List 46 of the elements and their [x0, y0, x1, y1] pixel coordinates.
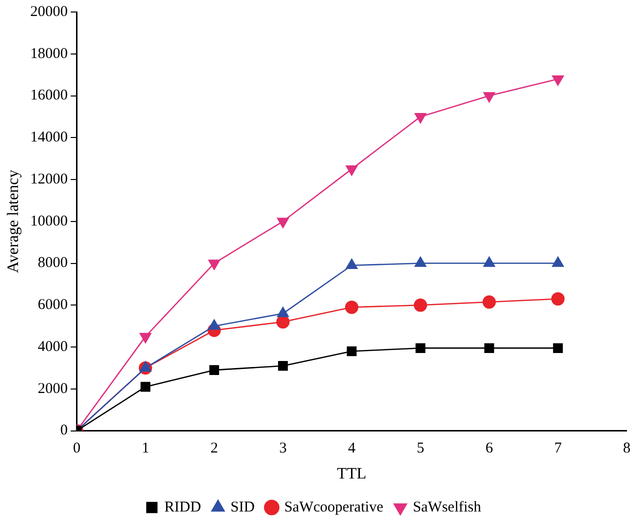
y-tick-label: 20000 [30, 4, 68, 20]
y-tick-label: 12000 [30, 171, 68, 188]
point [346, 346, 357, 356]
point [484, 343, 494, 353]
legend-label: SaWselfish [412, 499, 482, 516]
x-tick-label: 2 [210, 440, 218, 457]
y-tick-label: 14000 [30, 130, 68, 146]
point [140, 332, 152, 344]
x-tick-label: 3 [279, 440, 287, 457]
point [209, 365, 220, 375]
point [483, 92, 496, 102]
x-tick-label: 6 [485, 440, 494, 457]
y-axis-title: Average latency [4, 170, 22, 273]
legend-label: SID [230, 499, 255, 516]
x-axis-title: TTL [337, 466, 366, 483]
y-tick-label: 8000 [38, 255, 68, 272]
point [414, 298, 428, 312]
legend-label: SaWcooperative [284, 499, 384, 516]
y-tick-label: 6000 [38, 297, 68, 314]
point [552, 75, 564, 86]
x-tick-label: 5 [416, 440, 424, 457]
x-tick-label: 7 [554, 440, 562, 457]
y-tick-label: 16000 [30, 88, 68, 104]
point [208, 260, 220, 270]
y-tick-label: 10000 [30, 213, 68, 230]
x-tick-label: 0 [72, 440, 80, 457]
legend-label: RIDD [164, 499, 202, 516]
point [414, 113, 426, 124]
y-tick-label: 2000 [38, 380, 68, 397]
point [276, 315, 290, 329]
x-tick-label: 4 [348, 440, 356, 457]
x-tick-label: 8 [622, 440, 630, 457]
point [140, 382, 150, 392]
x-tick-label: 1 [142, 440, 150, 457]
point [482, 295, 496, 309]
point [416, 343, 426, 353]
point [553, 343, 563, 353]
y-tick-label: 18000 [30, 46, 68, 62]
point [346, 165, 358, 176]
point [277, 218, 289, 228]
point [551, 292, 565, 306]
point [345, 300, 358, 314]
y-tick-label: 0 [60, 422, 68, 439]
point [140, 361, 152, 372]
y-tick-label: 4000 [38, 338, 68, 355]
point [278, 360, 288, 371]
